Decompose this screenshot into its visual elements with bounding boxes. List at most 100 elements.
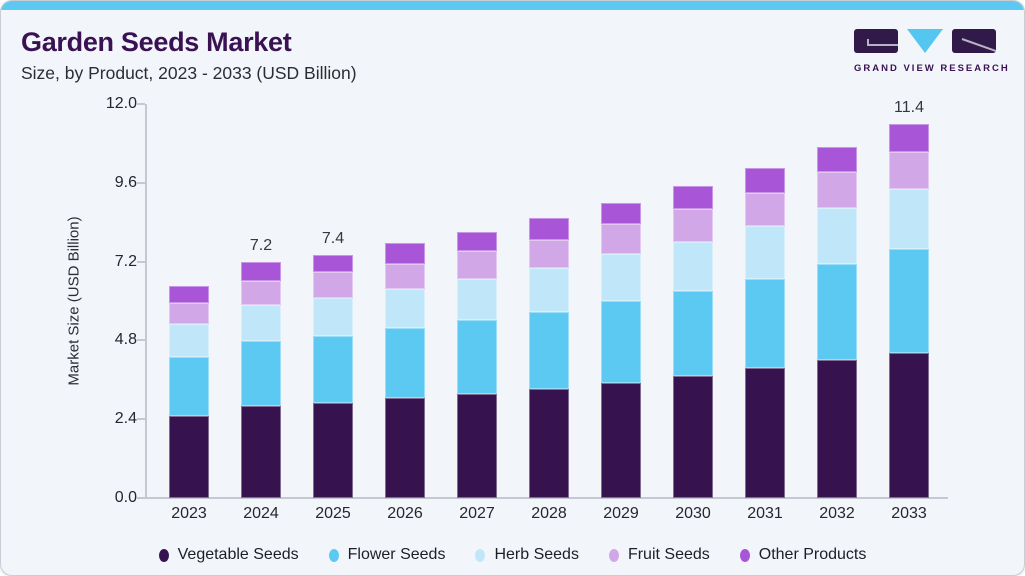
- bar-segment-fruit-seeds-2025: [313, 272, 353, 299]
- legend-dot-icon: [739, 548, 750, 562]
- bar-total-label-2025: 7.4: [321, 230, 345, 248]
- bar-segment-other-products-2027: [457, 232, 497, 252]
- y-tick-label: 7.2: [114, 252, 137, 270]
- logo-wordmark: GRAND VIEW RESEARCH: [854, 63, 1010, 74]
- y-axis-line: [145, 104, 147, 498]
- bar-segment-other-products-2028: [529, 217, 569, 240]
- bar-segment-herb-seeds-2027: [457, 279, 497, 321]
- bar-segment-fruit-seeds-2026: [385, 264, 425, 290]
- legend-dot-icon: [475, 548, 486, 562]
- legend-item-herb-seeds: Herb Seeds: [475, 546, 579, 564]
- bar-segment-other-products-2030: [673, 186, 713, 210]
- x-tick-label-2027: 2027: [459, 505, 495, 522]
- bar-segment-flower-seeds-2032: [817, 263, 857, 361]
- bar-segment-other-products-2026: [385, 242, 425, 265]
- x-tick-label-2025: 2025: [315, 505, 351, 522]
- bar-segment-flower-seeds-2031: [745, 279, 785, 369]
- x-tick-label-2023: 2023: [171, 505, 207, 522]
- y-tick-mark: [137, 181, 145, 184]
- chart-header: Garden Seeds Market Size, by Product, 20…: [21, 27, 357, 84]
- legend-dot-icon: [328, 548, 339, 562]
- y-tick-mark: [137, 418, 145, 421]
- bar-segment-flower-seeds-2024: [241, 341, 281, 407]
- bar-segment-herb-seeds-2025: [313, 298, 353, 337]
- legend-label: Other Products: [758, 546, 867, 563]
- bar-segment-other-products-2025: [313, 255, 353, 273]
- x-tick-label-2026: 2026: [387, 505, 423, 522]
- y-tick-mark: [137, 103, 145, 105]
- legend-label: Fruit Seeds: [627, 546, 710, 563]
- legend-item-flower-seeds: Flower Seeds: [328, 546, 446, 564]
- bar-segment-other-products-2033: [889, 123, 929, 152]
- bar-segment-fruit-seeds-2031: [745, 192, 785, 226]
- x-tick-label-2031: 2031: [747, 505, 783, 522]
- bar-segment-vegetable-seeds-2030: [673, 375, 713, 498]
- chart-plot-area: Market Size (USD Billion) 0.0 2.4 4.8 7.2 9.…: [66, 95, 949, 522]
- legend-dot-icon: [608, 548, 619, 562]
- bar-total-label-2033: 11.4: [894, 98, 924, 116]
- bar-segment-fruit-seeds-2030: [673, 209, 713, 242]
- y-tick-mark: [137, 497, 145, 499]
- bar-segment-herb-seeds-2028: [529, 267, 569, 312]
- bar-segment-other-products-2031: [745, 168, 785, 193]
- bar-segment-other-products-2029: [601, 202, 641, 225]
- y-axis-title: Market Size (USD Billion): [65, 216, 83, 386]
- y-tick-label: 9.6: [114, 173, 137, 191]
- bar-segment-vegetable-seeds-2026: [385, 398, 425, 498]
- bar-segment-flower-seeds-2030: [673, 290, 713, 376]
- bar-segment-vegetable-seeds-2031: [745, 368, 785, 498]
- x-tick-label-2029: 2029: [603, 505, 639, 522]
- bar-segment-fruit-seeds-2028: [529, 239, 569, 268]
- bar-segment-vegetable-seeds-2033: [889, 352, 929, 498]
- bar-segment-flower-seeds-2026: [385, 328, 425, 399]
- page-subtitle: Size, by Product, 2023 - 2033 (USD Billi…: [21, 63, 357, 83]
- legend-label: Herb Seeds: [494, 546, 579, 563]
- x-axis-line: [145, 497, 948, 499]
- bar-segment-vegetable-seeds-2027: [457, 394, 497, 498]
- y-tick-label: 2.4: [114, 410, 137, 428]
- bar-segment-flower-seeds-2023: [169, 356, 209, 416]
- legend-item-other-products: Other Products: [739, 546, 867, 564]
- bar-segment-herb-seeds-2023: [169, 324, 209, 357]
- x-tick-label-2028: 2028: [531, 505, 567, 522]
- bar-segment-vegetable-seeds-2032: [817, 360, 857, 498]
- bar-segment-flower-seeds-2025: [313, 336, 353, 403]
- legend-label: Flower Seeds: [347, 546, 446, 563]
- bar-segment-other-products-2023: [169, 285, 209, 303]
- bar-segment-herb-seeds-2031: [745, 225, 785, 280]
- bar-segment-fruit-seeds-2033: [889, 151, 929, 189]
- y-tick-label: 0.0: [114, 489, 137, 506]
- bar-segment-herb-seeds-2029: [601, 254, 641, 301]
- y-tick-mark: [137, 339, 145, 342]
- x-tick-label-2033: 2033: [891, 505, 927, 522]
- bar-segment-herb-seeds-2026: [385, 289, 425, 329]
- bar-segment-fruit-seeds-2029: [601, 224, 641, 255]
- gvr-logo-icon: [854, 29, 997, 53]
- top-accent-bar: [1, 1, 1024, 10]
- legend-item-fruit-seeds: Fruit Seeds: [608, 546, 710, 564]
- bar-segment-fruit-seeds-2023: [169, 302, 209, 324]
- bar-segment-fruit-seeds-2024: [241, 281, 281, 306]
- bar-segment-flower-seeds-2028: [529, 311, 569, 390]
- bar-segment-vegetable-seeds-2024: [241, 406, 281, 498]
- bar-segment-vegetable-seeds-2025: [313, 402, 353, 498]
- y-tick-label: 4.8: [114, 331, 137, 349]
- y-tick-label: 12.0: [105, 95, 137, 112]
- bar-segment-flower-seeds-2027: [457, 320, 497, 395]
- bar-segment-fruit-seeds-2027: [457, 251, 497, 280]
- bar-segment-flower-seeds-2029: [601, 301, 641, 383]
- x-tick-label-2024: 2024: [243, 505, 279, 522]
- page-title: Garden Seeds Market: [21, 27, 292, 57]
- x-tick-label-2030: 2030: [675, 505, 711, 522]
- legend-label: Vegetable Seeds: [177, 546, 299, 563]
- x-tick-label-2032: 2032: [819, 505, 855, 522]
- bar-segment-vegetable-seeds-2023: [169, 415, 209, 498]
- legend-item-vegetable-seeds: Vegetable Seeds: [158, 546, 299, 564]
- bar-total-label-2024: 7.2: [249, 236, 273, 254]
- bar-segment-flower-seeds-2033: [889, 249, 929, 353]
- bar-segment-other-products-2024: [241, 261, 281, 281]
- bar-segment-vegetable-seeds-2028: [529, 389, 569, 498]
- grand-view-research-logo: GRAND VIEW RESEARCH: [854, 28, 1010, 74]
- bar-segment-vegetable-seeds-2029: [601, 382, 641, 498]
